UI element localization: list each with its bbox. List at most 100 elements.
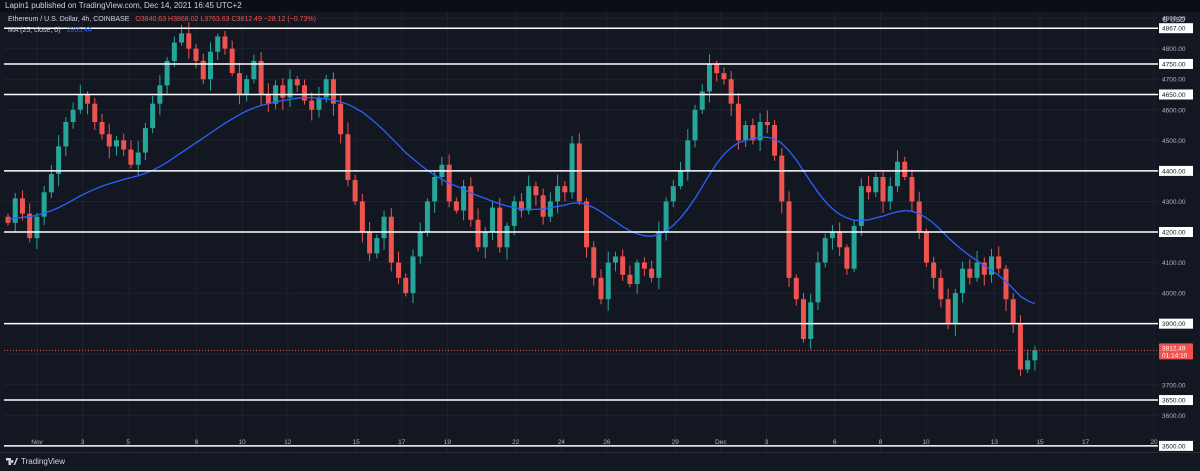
candle-body	[923, 232, 929, 263]
candle-body	[735, 103, 741, 141]
candle-body	[591, 247, 597, 278]
candle-body	[236, 73, 242, 95]
candle-body	[851, 225, 857, 269]
candle-body	[562, 186, 568, 193]
current-price-badge-value: 3812.49	[1162, 345, 1186, 352]
candle-body	[63, 122, 69, 147]
candle-body	[663, 201, 669, 232]
candle-body	[70, 109, 76, 122]
candle-body	[12, 198, 18, 223]
price-tick-label: 4500.00	[1162, 138, 1186, 145]
candle-body	[222, 36, 228, 49]
candle-body	[649, 268, 655, 278]
level-badge	[1159, 23, 1193, 34]
candle-body	[424, 201, 430, 232]
candle-body	[641, 262, 647, 269]
price-tick-label: 4700.00	[1162, 77, 1186, 84]
candle-body	[996, 256, 1002, 269]
level-badge	[1159, 227, 1193, 237]
candle-body	[309, 100, 315, 110]
candle-body	[916, 201, 922, 232]
price-chart[interactable]: 3600.003700.003800.004000.004100.004300.…	[0, 0, 1200, 452]
candle-body	[179, 33, 185, 43]
candle-body	[150, 103, 156, 129]
legend-symbol-row: Ethereum / U.S. Dollar, 4h, COINBASE O38…	[8, 16, 320, 23]
candle-body	[634, 262, 640, 284]
candle-body	[540, 195, 546, 217]
candle-body	[34, 216, 40, 239]
date-tick-label: 10	[239, 439, 247, 446]
candle-body	[294, 79, 300, 86]
level-badge-label: 4750.00	[1162, 61, 1186, 68]
date-tick-label: 20	[1150, 439, 1158, 446]
candle-body	[931, 262, 937, 278]
level-badge	[1159, 395, 1193, 406]
level-badge	[1159, 318, 1193, 329]
candle-body	[670, 186, 676, 202]
gear-icon[interactable]: ⚙	[1162, 17, 1169, 24]
candle-body	[678, 170, 684, 187]
date-tick-label: 19	[444, 439, 452, 446]
candle-body	[19, 198, 25, 214]
ma-label[interactable]: MA (25, close, 0)	[8, 27, 61, 34]
candle-body	[244, 79, 250, 95]
brand-group[interactable]: TradingView	[6, 457, 65, 466]
candle-body	[1010, 299, 1016, 324]
candle-body	[280, 85, 286, 98]
candle-body	[511, 201, 517, 226]
moving-average-line	[7, 96, 1036, 305]
candle-body	[706, 63, 712, 92]
level-badge-label: 4867.00	[1162, 26, 1186, 33]
candle-body	[902, 161, 908, 177]
level-badge-label: 4650.00	[1162, 92, 1186, 99]
date-tick-label: 22	[512, 439, 520, 446]
date-tick-label: 8	[879, 439, 883, 446]
candle-body	[533, 186, 539, 196]
candle-body	[396, 262, 402, 278]
candle-body	[555, 186, 561, 202]
candle-body	[714, 63, 720, 74]
candle-body	[974, 262, 980, 278]
candle-body	[547, 201, 553, 217]
candle-body	[656, 232, 662, 278]
candle-body	[352, 180, 358, 202]
date-tick-label: 6	[833, 439, 837, 446]
candle-body	[338, 103, 344, 135]
candle-body	[967, 268, 973, 278]
candle-body	[1017, 323, 1023, 370]
date-tick-label: 26	[603, 439, 611, 446]
level-badge	[1159, 89, 1193, 100]
candle-body	[605, 262, 611, 300]
candle-body	[569, 143, 575, 193]
candle-body	[1032, 350, 1038, 361]
candle-body	[981, 262, 987, 275]
candle-body	[164, 60, 170, 86]
candle-body	[873, 177, 879, 193]
candle-body	[301, 85, 307, 101]
candle-body	[764, 122, 770, 126]
date-tick-label: Dec	[715, 439, 727, 446]
candle-body	[800, 299, 806, 339]
candle-body	[808, 302, 814, 339]
candle-body	[359, 201, 365, 232]
candle-body	[287, 79, 293, 98]
date-tick-label: 12	[284, 439, 292, 446]
price-axis[interactable]: 3600.003700.003800.004000.004100.004300.…	[1158, 12, 1200, 452]
time-axis[interactable]: Nov 3 5 8 10 12 15 17 19 22 24 26 29 Dec 3 6 8 10 13 15 17 20	[31, 439, 1158, 446]
candle-body	[56, 146, 62, 174]
date-tick-label: 3	[81, 439, 85, 446]
level-badge-label: 4400.00	[1162, 168, 1186, 175]
candle-body	[77, 94, 83, 110]
candle-body	[316, 97, 322, 110]
price-tick-label: 3600.00	[1162, 413, 1186, 420]
candle-body	[815, 262, 821, 303]
candle-body	[858, 186, 864, 226]
symbol-label[interactable]: Ethereum / U.S. Dollar, 4h, COINBASE	[8, 16, 130, 23]
ma-value: 3965.44	[66, 27, 92, 34]
currency-unit-label[interactable]: ⚙ USD	[1162, 16, 1185, 24]
candle-body	[251, 60, 257, 80]
candle-body	[367, 232, 373, 254]
level-badge-label: 3650.00	[1162, 398, 1186, 405]
candle-body	[743, 125, 749, 141]
